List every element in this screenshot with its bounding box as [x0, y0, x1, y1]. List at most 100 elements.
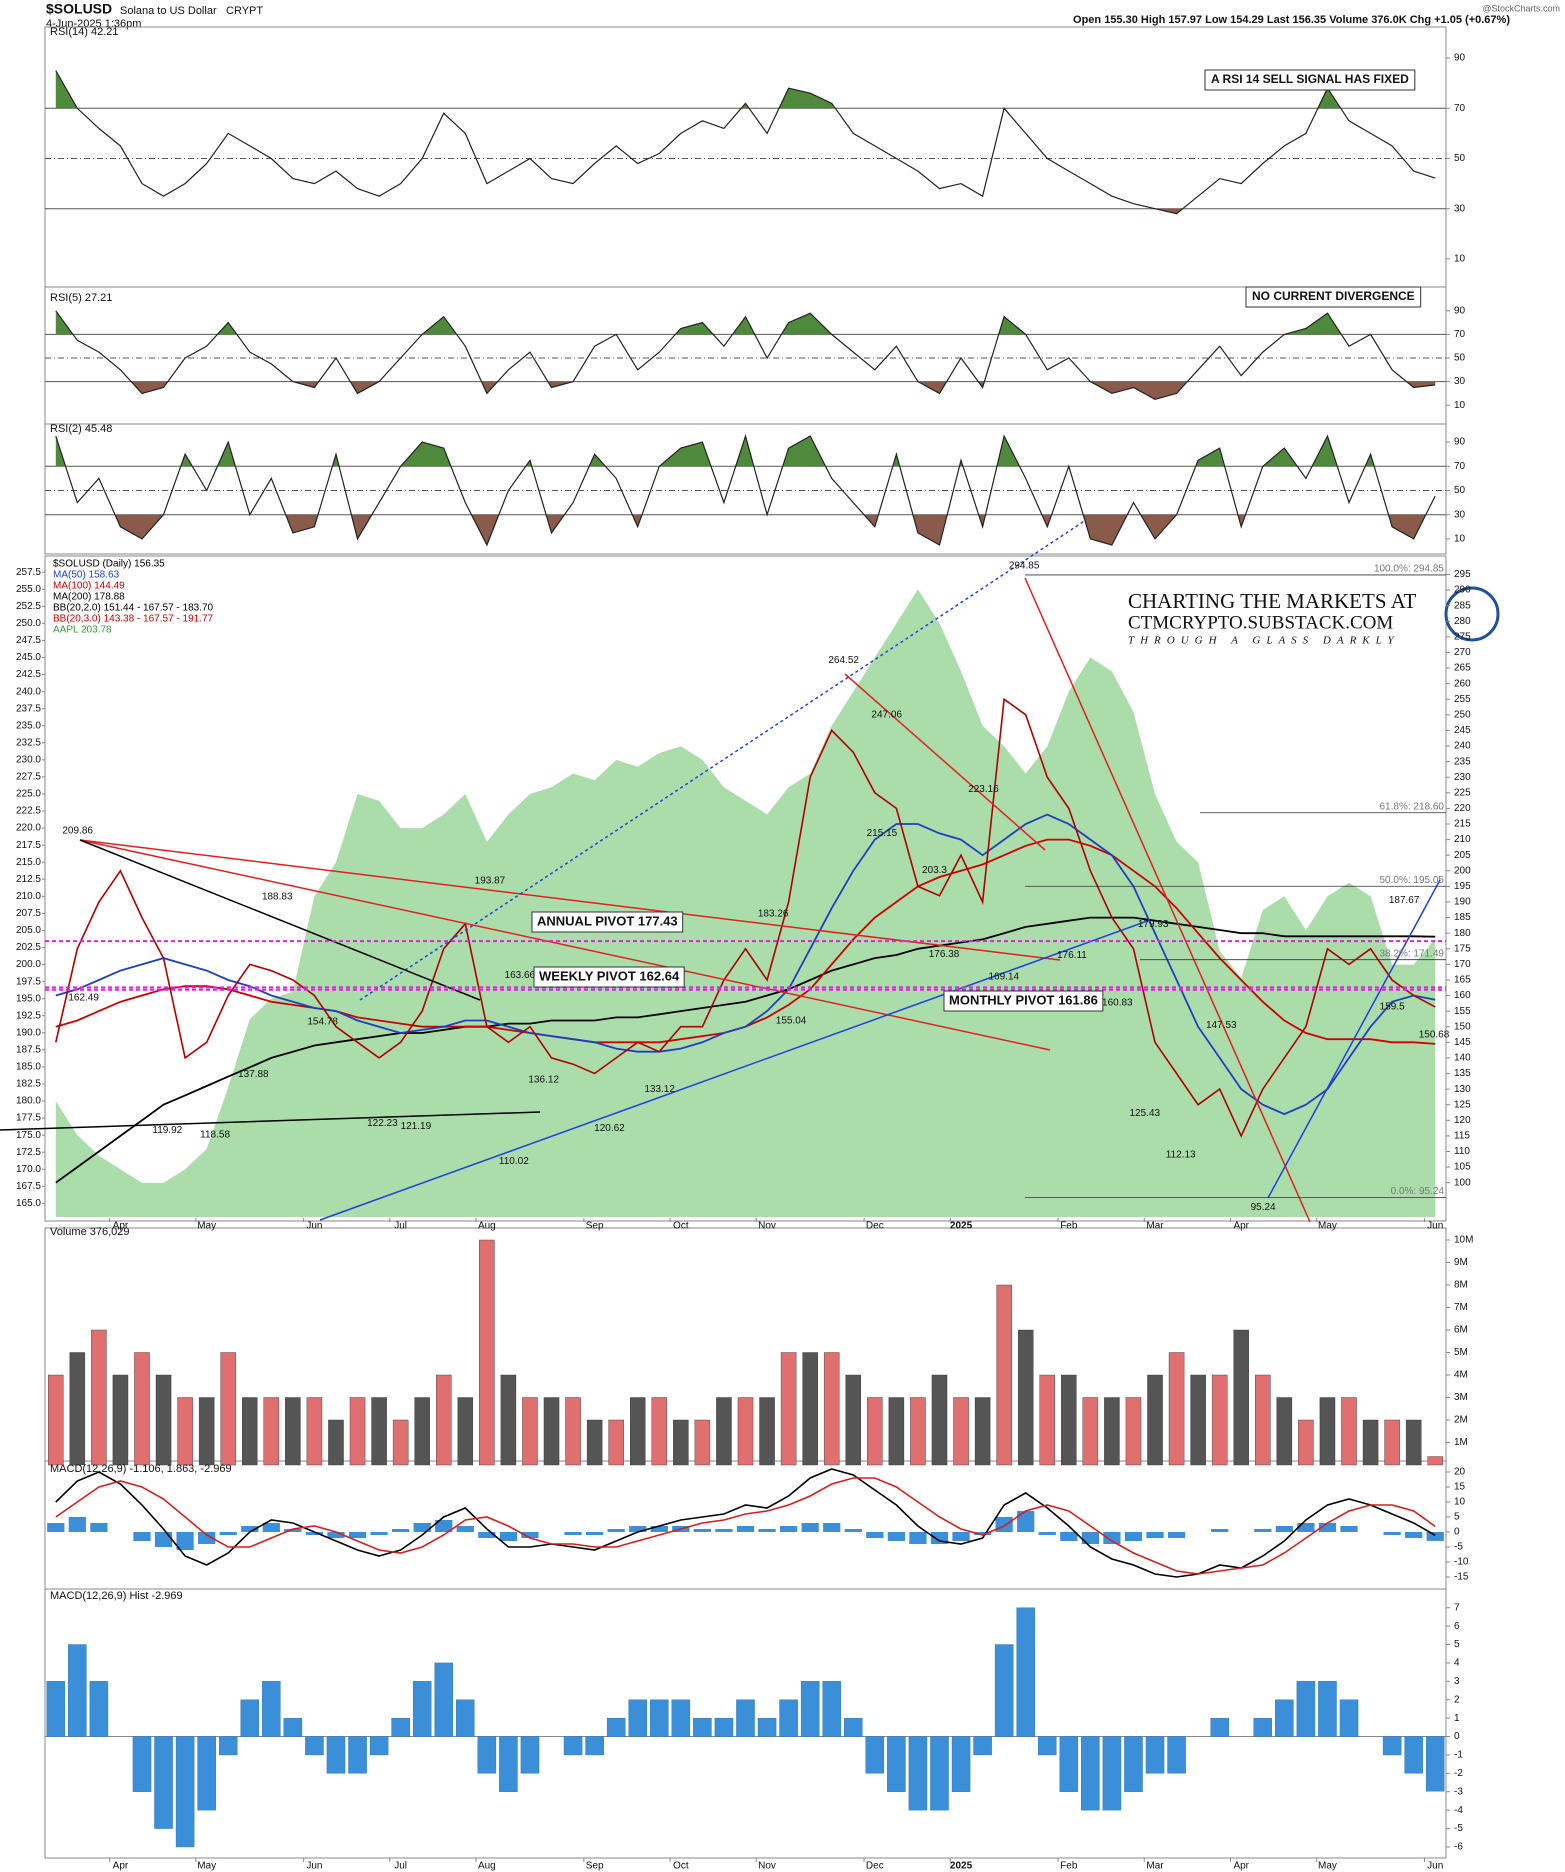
y-tick-label: 200 [1454, 865, 1471, 876]
hist-bar [1124, 1736, 1143, 1792]
y-tick-label: 4M [1454, 1370, 1468, 1381]
hist-bar [865, 1736, 885, 1774]
y-tick-label: 265 [1454, 663, 1471, 674]
hist-bar [283, 1717, 303, 1737]
trendline [319, 919, 1151, 1221]
macd-hist-bar [348, 1532, 367, 1538]
volume-bar [780, 1352, 797, 1466]
quote: Open 155.30 High 157.97 Low 154.29 Last … [1073, 14, 1510, 26]
macd-hist-bar [736, 1526, 755, 1532]
y-tick-label: 185.0 [16, 1062, 41, 1073]
y-tick-label: 150 [1454, 1021, 1471, 1032]
y-tick-label: 257.5 [16, 567, 41, 578]
hist-bar [1016, 1607, 1035, 1737]
hist-bar [1318, 1681, 1337, 1737]
macd-hist-bar [262, 1523, 280, 1532]
y-tick-label: 245 [1454, 725, 1471, 736]
volume-bar [306, 1397, 323, 1466]
volume-bar [845, 1374, 862, 1466]
macd-hist-bar [370, 1532, 388, 1535]
y-tick-label: 155 [1454, 1006, 1471, 1017]
y-tick-label: 10M [1454, 1235, 1473, 1246]
macd-hist-bar [1038, 1532, 1056, 1535]
macd-hist-bar [779, 1526, 798, 1532]
price-label: 264.52 [828, 655, 859, 666]
macd-hist-bar [176, 1532, 194, 1550]
legend-entry: $SOLUSD (Daily) 156.35 [53, 559, 165, 570]
x-tick-label: May [197, 1861, 216, 1872]
y-tick-label: -10 [1454, 1557, 1469, 1568]
price-label: 163.66 [505, 970, 536, 981]
x-tick-label: Oct [673, 1861, 689, 1872]
price-label: 155.04 [776, 1016, 807, 1027]
volume-bar [1190, 1374, 1206, 1466]
watermark-box [1123, 585, 1443, 651]
y-tick-label: 15 [1454, 1482, 1466, 1493]
price-label: 150.68 [1419, 1029, 1450, 1040]
watermark: CHARTING THE MARKETS AT CTMCRYPTO.SUBSTA… [1123, 585, 1500, 651]
panel-frame [44, 1588, 1447, 1859]
y-tick-label: 115 [1454, 1131, 1470, 1142]
macd-hist-bar [1167, 1532, 1186, 1538]
macd-hist-bar [456, 1526, 474, 1532]
hist-bar [369, 1736, 389, 1756]
legend-entry: MACD(12,26,9) -1.106, 1.863, -2.969 [50, 1463, 232, 1475]
volume-bar [737, 1397, 754, 1466]
volume-bar [673, 1419, 689, 1466]
price-label: 294.85 [1009, 561, 1040, 572]
x-tick-label: Jun [1427, 1221, 1443, 1232]
y-tick-label: 50 [1454, 153, 1466, 164]
hist-bar [391, 1717, 410, 1737]
volume-bar [1233, 1329, 1249, 1466]
y-tick-label: 182.5 [16, 1079, 41, 1090]
macd-hist-bar [650, 1526, 668, 1532]
macd-line [55, 1468, 1436, 1578]
y-tick-label: 205.0 [16, 925, 41, 936]
y-tick-label: 3 [1454, 1676, 1460, 1687]
pivot-label: MONTHLY PIVOT 161.86 [949, 992, 1098, 1007]
volume-bar [263, 1397, 280, 1466]
y-tick-label: 245.0 [16, 652, 41, 663]
y-tick-label: 270 [1454, 647, 1471, 658]
price-label: 223.16 [968, 784, 999, 795]
y-tick-label: -5 [1454, 1823, 1463, 1834]
volume-bar [1341, 1397, 1357, 1466]
macd-hist-bar [909, 1532, 927, 1544]
macd-hist-bar [1081, 1532, 1099, 1544]
y-tick-label: 200.0 [16, 959, 41, 970]
oversold-fill [131, 381, 1436, 400]
logo [1444, 586, 1500, 642]
volume-bar [1125, 1397, 1142, 1466]
y-tick-label: 30 [1454, 509, 1466, 520]
y-tick-label: 230 [1454, 772, 1471, 783]
volume-bar [91, 1329, 107, 1466]
legend-entry: BB(20,3.0) 143.38 - 167.57 - 191.77 [53, 614, 214, 625]
x-tick-label: May [197, 1221, 216, 1232]
macd-hist-bar [90, 1523, 108, 1532]
area [55, 589, 1436, 1217]
y-tick-label: 1M [1454, 1437, 1468, 1448]
price-label: 125.43 [1130, 1108, 1161, 1119]
overbought-fill [55, 310, 1436, 335]
volume-bar [586, 1419, 603, 1466]
y-tick-label: 180.0 [16, 1096, 41, 1107]
y-tick-label: 120 [1454, 1115, 1471, 1126]
volume-bar [392, 1419, 409, 1466]
price-label: 209.86 [62, 826, 93, 837]
x-tick-label: Aug [478, 1221, 496, 1232]
legend-entry: RSI(5) 27.21 [50, 292, 112, 304]
hist-bar [1145, 1736, 1165, 1774]
volume-bar [823, 1352, 840, 1466]
volume-bar [608, 1419, 624, 1466]
y-tick-label: 190 [1454, 897, 1471, 908]
y-tick-label: 237.5 [16, 703, 41, 714]
y-tick-label: 5M [1454, 1347, 1468, 1358]
x-tick-label: Apr [1233, 1861, 1249, 1872]
volume-bar [931, 1374, 948, 1466]
x-tick-label: 2025 [950, 1221, 973, 1232]
macd-hist-bar [887, 1532, 905, 1541]
hist-bar [628, 1699, 647, 1737]
y-tick-label: 175.0 [16, 1130, 41, 1141]
macd-hist-bar [478, 1532, 496, 1538]
volume-bar [565, 1397, 581, 1466]
